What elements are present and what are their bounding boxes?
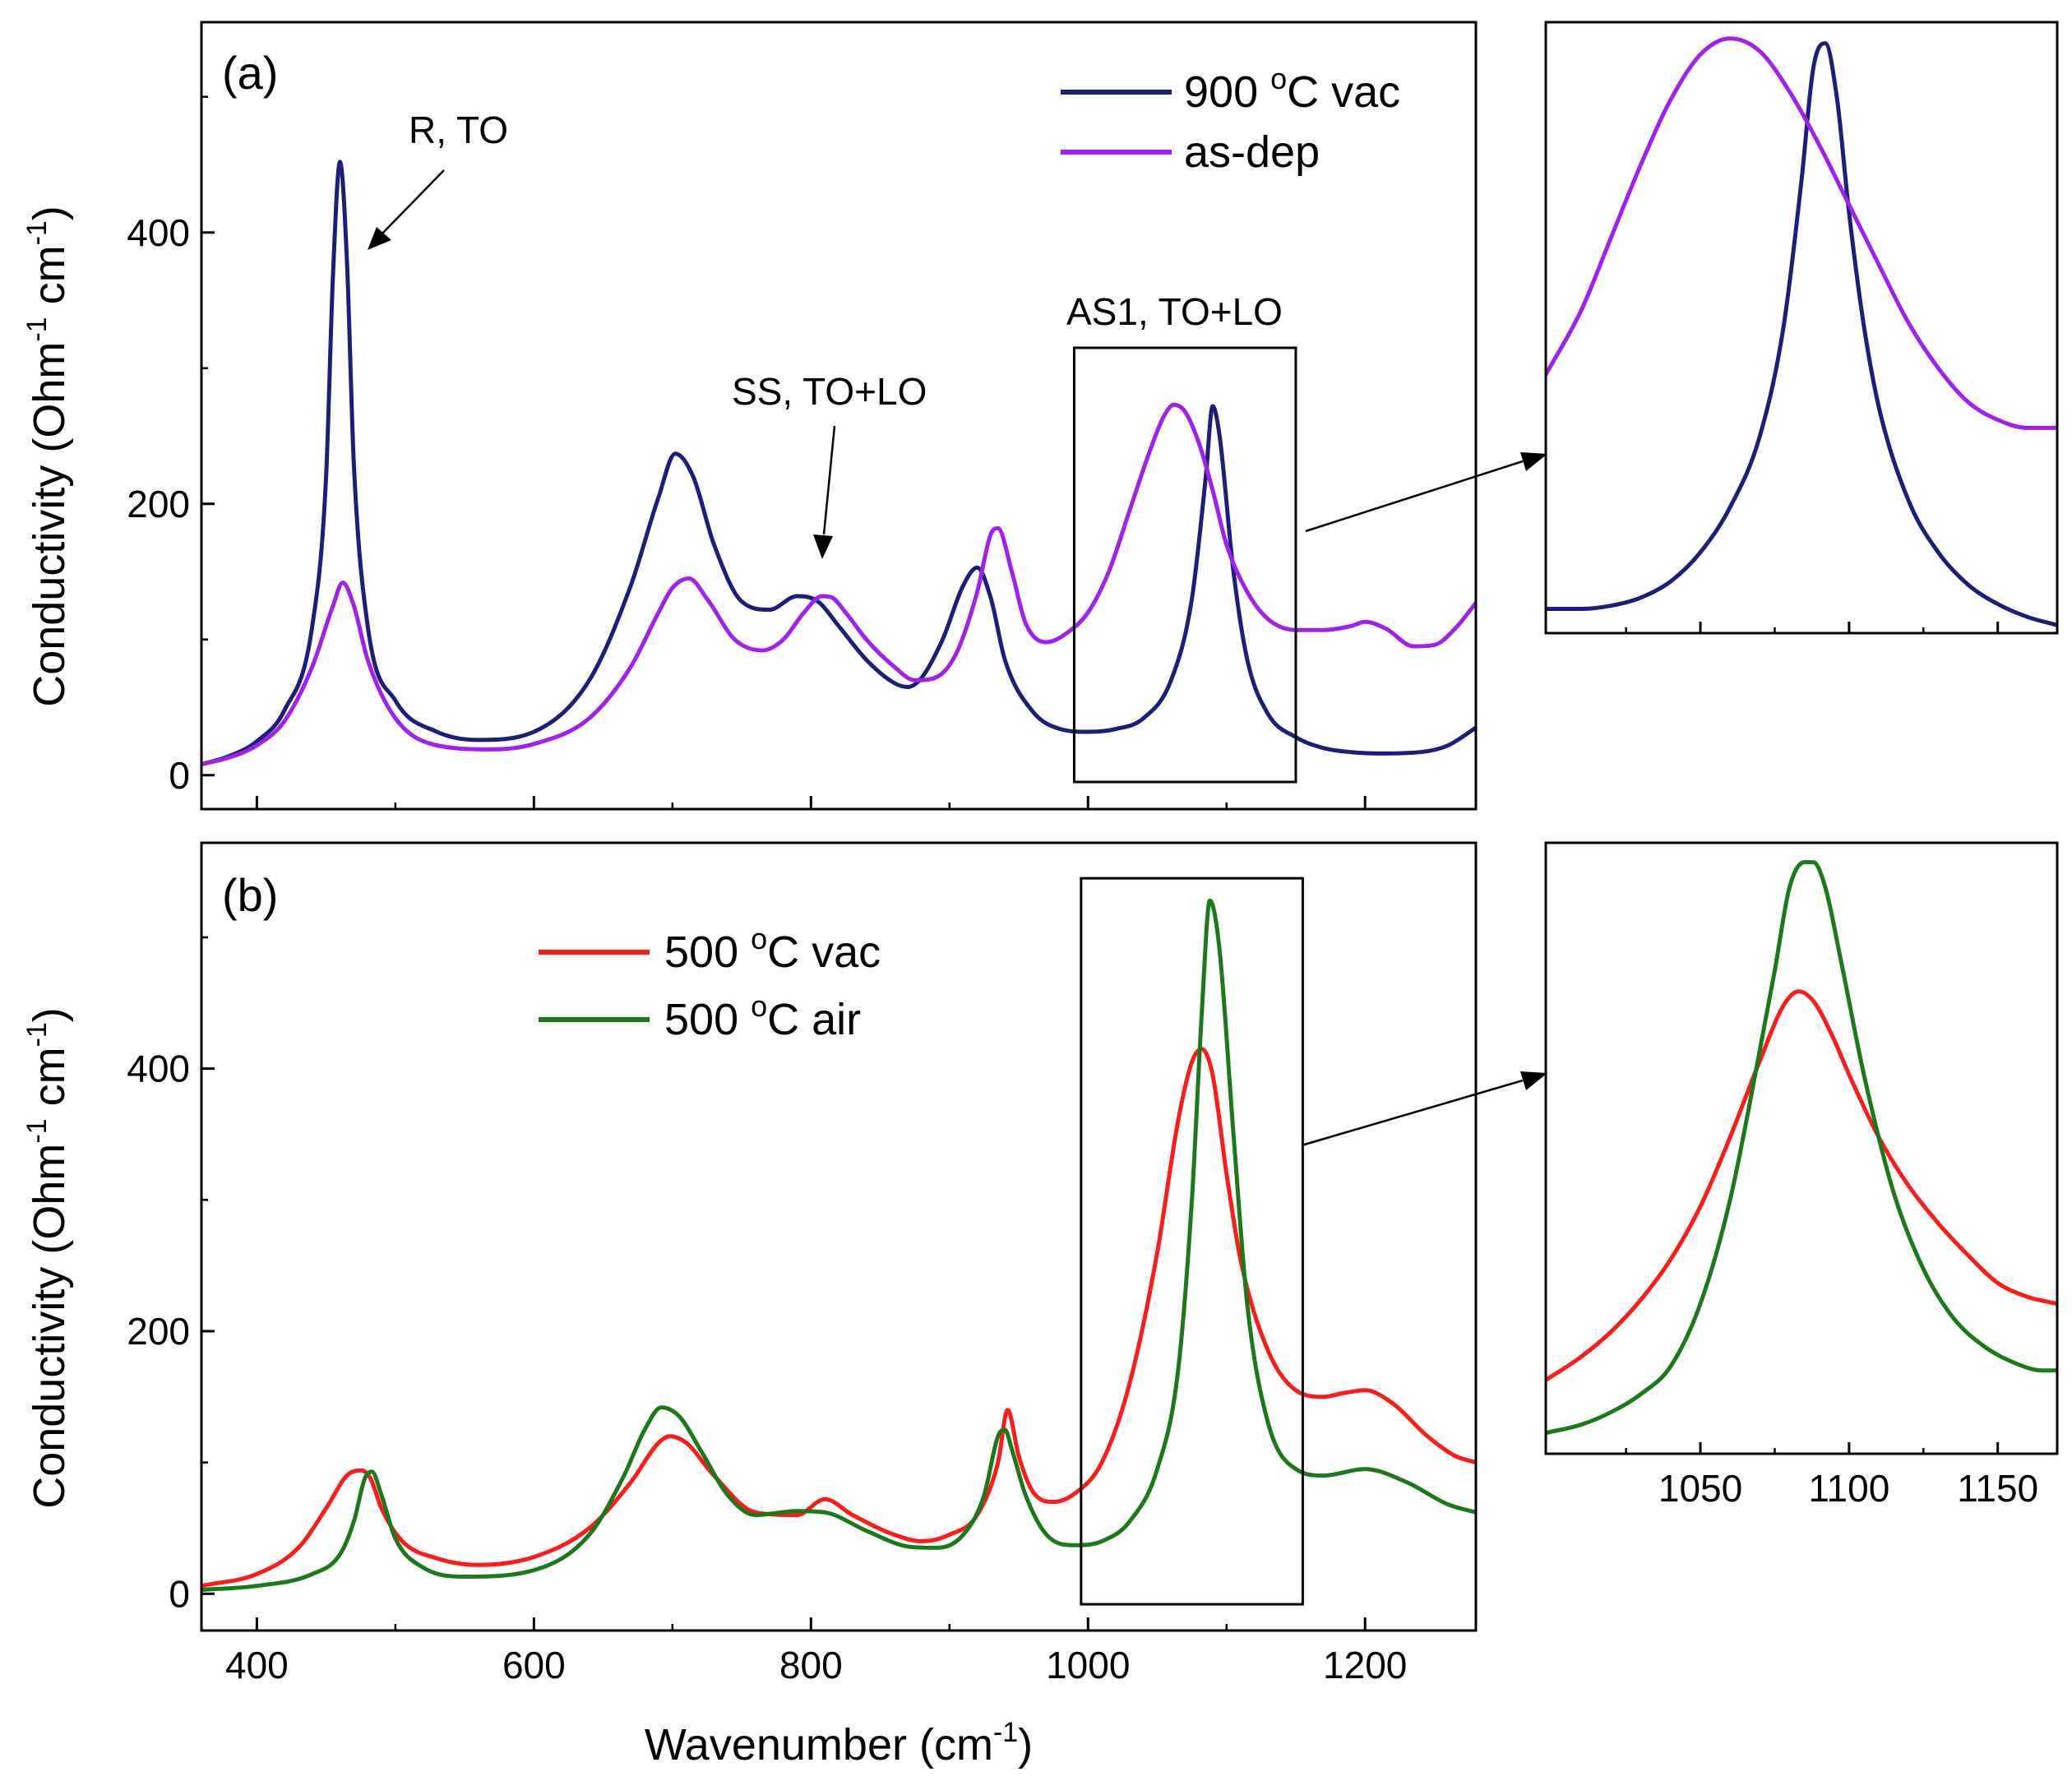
x-tick-label-b-inset-2: 1150 xyxy=(1957,1467,2038,1510)
annotation-ss-to-lo-arrowhead xyxy=(813,534,833,559)
legend-label-500c-air: 500 oC air xyxy=(664,989,861,1044)
legend-label-500c-vac: 500 oC vac xyxy=(664,922,881,977)
panel-b-series xyxy=(201,898,1476,1592)
x-tick-label-b-4: 1200 xyxy=(1323,1644,1407,1686)
y-tick-label-b-0: 0 xyxy=(169,1572,190,1615)
series-line-b-inset-1 xyxy=(1546,860,2057,1436)
panel-a-zoom-arrowhead xyxy=(1520,452,1547,471)
panel-a-inset-ticks xyxy=(1625,622,2000,633)
panel-b-inset: 1050 1100 1150 xyxy=(1544,841,2059,1510)
y-tick-label-b-2: 400 xyxy=(127,1048,190,1090)
panel-a-legend: 900 oC vac as-dep xyxy=(1061,62,1400,177)
y-tick-label-a-2: 400 xyxy=(127,211,190,254)
series-line-b-1 xyxy=(201,898,1476,1592)
panel-a-zoom-box xyxy=(1072,346,1297,784)
x-tick-label-b-3: 1000 xyxy=(1046,1644,1130,1686)
panel-b-inset-ticks: 1050 1100 1150 xyxy=(1625,1442,2038,1510)
x-tick-label-b-inset-1: 1100 xyxy=(1808,1467,1889,1510)
x-tick-label-b-0: 400 xyxy=(225,1644,289,1686)
series-line-a-inset-1 xyxy=(1546,36,2057,430)
x-tick-label-b-inset-0: 1050 xyxy=(1658,1467,1742,1510)
panel-a-zoom-arrow xyxy=(1305,460,1524,533)
y-tick-label-a-0: 0 xyxy=(169,754,190,797)
series-line-b-0 xyxy=(201,1047,1476,1589)
panel-a-inset-frame xyxy=(1544,21,2059,635)
panel-a-y-axis-label: Conductivity (Ohm-1 cm-1) xyxy=(21,206,74,707)
panel-b-label: (b) xyxy=(222,869,278,921)
panel-a-ticks: 0 200 400 xyxy=(127,95,1367,809)
panel-b-inset-series xyxy=(1546,860,2057,1436)
panel-a-inset-series xyxy=(1546,36,2057,627)
annotation-r-to-arrow xyxy=(379,169,445,237)
panel-b-zoom-arrow xyxy=(1301,1079,1524,1147)
panel-a-inset xyxy=(1544,21,2059,635)
panel-a-series xyxy=(201,160,1476,766)
panel-b-zoom-box xyxy=(1080,877,1304,1606)
annotation-as1-to-lo: AS1, TO+LO xyxy=(1066,290,1283,333)
annotation-r-to: R, TO xyxy=(409,109,508,151)
panel-a: 0 200 400 (a) 900 oC vac as-dep R, TO SS, … xyxy=(21,21,1547,811)
series-line-a-0 xyxy=(201,160,1476,766)
series-line-a-inset-0 xyxy=(1546,41,2057,627)
panel-a-frame xyxy=(200,21,1478,811)
legend-label-900c-vac: 900 oC vac xyxy=(1184,62,1400,117)
panel-a-label: (a) xyxy=(222,47,278,99)
series-line-b-inset-0 xyxy=(1546,989,2057,1382)
panel-b-zoom-arrowhead xyxy=(1520,1071,1547,1090)
annotation-ss-to-lo: SS, TO+LO xyxy=(732,370,927,413)
panel-b: 400 600 800 1000 1200 0 200 400 (b) 500 oC vac … xyxy=(21,841,1547,1769)
annotation-ss-to-lo-arrow xyxy=(822,425,836,535)
x-tick-label-b-2: 800 xyxy=(779,1644,843,1686)
panel-b-inset-frame xyxy=(1544,841,2059,1455)
x-tick-label-b-1: 600 xyxy=(502,1644,566,1686)
y-tick-label-a-1: 200 xyxy=(127,483,190,525)
series-line-a-1 xyxy=(201,402,1476,766)
panel-b-legend: 500 oC vac 500 oC air xyxy=(539,922,881,1044)
legend-label-as-dep: as-dep xyxy=(1184,127,1320,177)
x-axis-label: Wavenumber (cm-1) xyxy=(645,1717,1033,1769)
annotation-r-to-arrowhead xyxy=(368,227,391,250)
panel-b-y-axis-label: Conductivity (Ohm-1 cm-1) xyxy=(21,1007,74,1509)
panel-b-frame xyxy=(200,841,1478,1632)
y-tick-label-b-1: 200 xyxy=(127,1310,190,1353)
panel-b-ticks: 400 600 800 1000 1200 0 200 400 xyxy=(127,936,1407,1686)
